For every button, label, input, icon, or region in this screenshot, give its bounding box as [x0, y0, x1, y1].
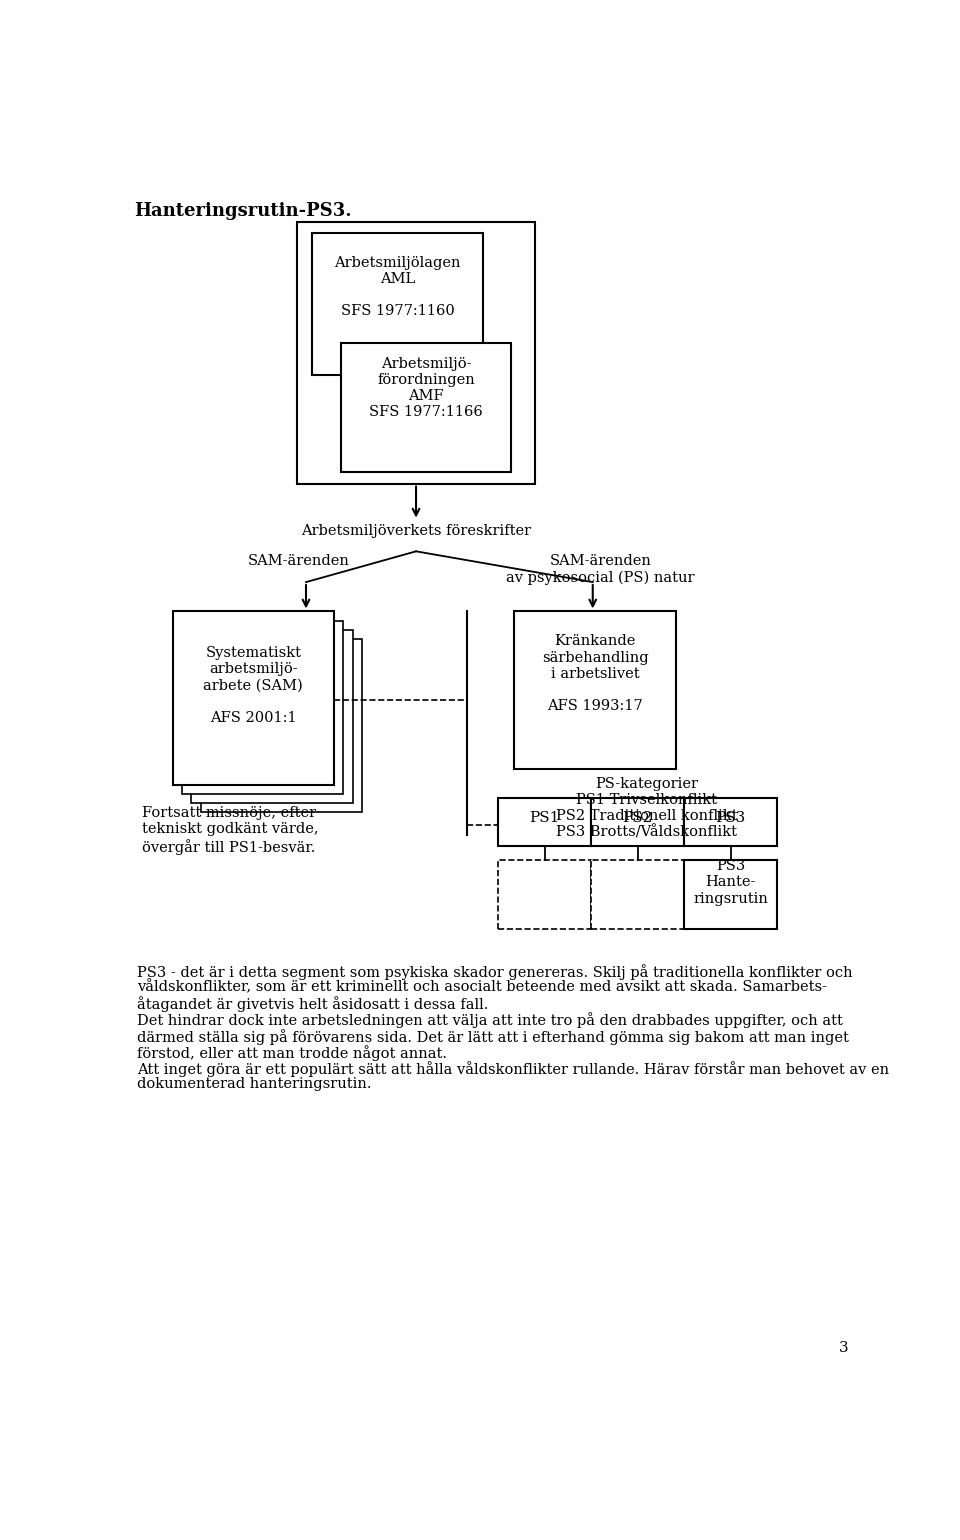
Text: PS2: PS2 [622, 810, 653, 825]
Text: Arbetsmiljölagen
AML

SFS 1977:1160: Arbetsmiljölagen AML SFS 1977:1160 [334, 256, 461, 319]
Bar [173, 611, 334, 784]
Text: PS-kategorier
PS1 Trivselkonflikt
PS2 Traditionell konflikt
PS3 Brotts/Våldskonf: PS-kategorier PS1 Trivselkonflikt PS2 Tr… [556, 776, 738, 839]
Text: våldskonflikter, som är ett kriminellt och asocialt beteende med avsikt att skad: våldskonflikter, som är ett kriminellt o… [137, 981, 828, 995]
Text: Hanteringsrutin-PS3.: Hanteringsrutin-PS3. [134, 202, 351, 220]
Text: Det hindrar dock inte arbetsledningen att välja att inte tro på den drabbades up: Det hindrar dock inte arbetsledningen at… [137, 1013, 843, 1029]
Bar [684, 798, 778, 845]
Text: Att inget göra är ett populärt sätt att hålla våldskonflikter rullande. Härav fö: Att inget göra är ett populärt sätt att … [137, 1061, 889, 1076]
Bar [182, 621, 344, 793]
Text: PS1: PS1 [530, 810, 560, 825]
Text: Arbetsmiljö-
förordningen
AMF
SFS 1977:1166: Arbetsmiljö- förordningen AMF SFS 1977:1… [370, 356, 483, 419]
Text: förstod, eller att man trodde något annat.: förstod, eller att man trodde något anna… [137, 1044, 447, 1061]
Text: SAM-ärenden: SAM-ärenden [248, 554, 349, 568]
Text: SAM-ärenden
av psykosocial (PS) natur: SAM-ärenden av psykosocial (PS) natur [506, 554, 695, 585]
Bar [498, 798, 591, 845]
Text: PS3
Hante-
ringsrutin: PS3 Hante- ringsrutin [693, 859, 768, 906]
Text: dokumenterad hanteringsrutin.: dokumenterad hanteringsrutin. [137, 1078, 372, 1092]
Text: Arbetsmiljöverkets föreskrifter: Arbetsmiljöverkets föreskrifter [301, 524, 531, 537]
Bar [591, 859, 684, 929]
Text: PS3: PS3 [715, 810, 746, 825]
Text: åtagandet är givetvis helt åsidosatt i dessa fall.: åtagandet är givetvis helt åsidosatt i d… [137, 996, 489, 1012]
Text: Kränkande
särbehandling
i arbetslivet

AFS 1993:17: Kränkande särbehandling i arbetslivet AF… [541, 634, 648, 713]
Bar [201, 639, 362, 813]
Bar [312, 233, 483, 374]
Bar [297, 222, 536, 484]
Bar [591, 798, 684, 845]
Text: PS3 - det är i detta segment som psykiska skador genereras. Skilj på traditionel: PS3 - det är i detta segment som psykisk… [137, 964, 852, 979]
Bar [191, 630, 352, 802]
Text: Fortsatt missnöje, efter
tekniskt godkänt värde,
övergår till PS1-besvär.: Fortsatt missnöje, efter tekniskt godkän… [142, 807, 319, 855]
Bar [498, 859, 591, 929]
Bar [514, 611, 677, 768]
Text: 3: 3 [839, 1341, 849, 1355]
Text: därmed ställa sig på förövarens sida. Det är lätt att i efterhand gömma sig bako: därmed ställa sig på förövarens sida. De… [137, 1029, 849, 1044]
Bar [341, 342, 512, 471]
Text: Systematiskt
arbetsmiljö-
arbete (SAM)

AFS 2001:1: Systematiskt arbetsmiljö- arbete (SAM) A… [204, 645, 303, 725]
Bar [684, 859, 778, 929]
